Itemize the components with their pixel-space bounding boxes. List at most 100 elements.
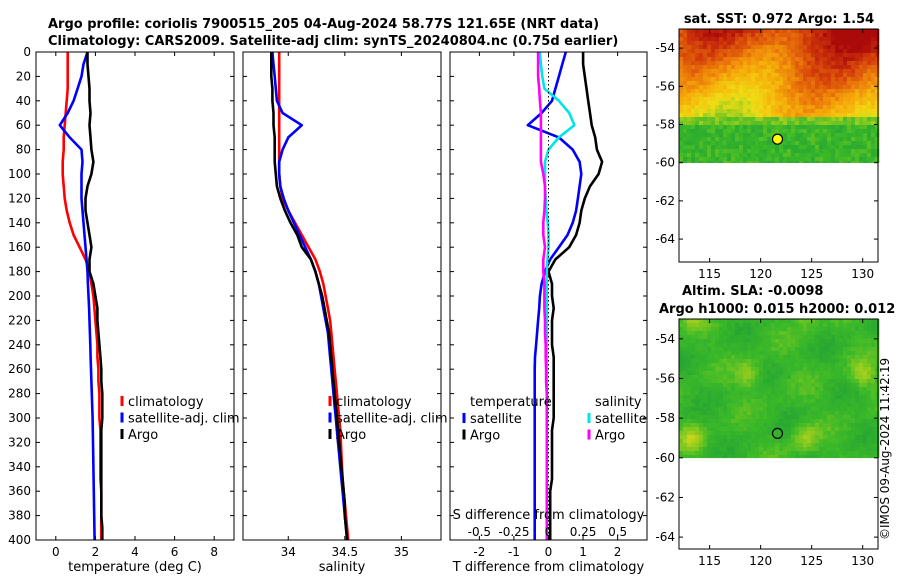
- map-cell: [719, 407, 724, 412]
- map-cell: [827, 427, 832, 432]
- map-cell: [691, 105, 696, 110]
- map-cell: [755, 93, 760, 98]
- map-cell: [811, 455, 816, 459]
- map-cell: [747, 323, 752, 328]
- map-cell: [687, 85, 692, 90]
- map-cell: [819, 395, 824, 400]
- map-cell: [823, 97, 828, 102]
- map-cell: [843, 407, 848, 412]
- map-cell: [699, 101, 704, 106]
- map-cell: [815, 157, 820, 162]
- map-cell: [871, 355, 876, 360]
- map-cell: [679, 435, 684, 440]
- map-cell: [771, 351, 776, 356]
- map-cell: [795, 455, 800, 459]
- map-cell: [823, 109, 828, 114]
- map-cell: [771, 435, 776, 440]
- map-cell: [847, 133, 852, 138]
- map-cell: [815, 423, 820, 428]
- map-cell: [863, 85, 868, 90]
- map-cell: [715, 145, 720, 150]
- map-cell: [791, 363, 796, 368]
- map-cell: [731, 149, 736, 154]
- map-cell: [715, 323, 720, 328]
- map-cell: [739, 65, 744, 70]
- map-cell: [855, 343, 860, 348]
- map-cell: [727, 423, 732, 428]
- map-cell: [727, 61, 732, 66]
- map-cell: [799, 85, 804, 90]
- map-cells: [679, 319, 880, 459]
- map-cell: [775, 419, 780, 424]
- map-cell: [783, 443, 788, 448]
- map-cell: [715, 435, 720, 440]
- map-cell: [775, 387, 780, 392]
- map-cell: [719, 53, 724, 58]
- map-cell: [755, 451, 760, 456]
- map-cell: [835, 129, 840, 134]
- map-cell: [739, 153, 744, 158]
- map-cell: [803, 407, 808, 412]
- map-cell: [855, 451, 860, 456]
- map-cell: [799, 411, 804, 416]
- map-cell: [755, 137, 760, 142]
- map-cell: [759, 455, 764, 459]
- map-cell: [751, 109, 756, 114]
- map-cell: [763, 137, 768, 142]
- map-cell: [791, 109, 796, 114]
- map-cell: [755, 367, 760, 372]
- map-cell: [711, 101, 716, 106]
- map-cell: [747, 137, 752, 142]
- map-cell: [791, 423, 796, 428]
- map-cell: [819, 57, 824, 62]
- map-cell: [843, 351, 848, 356]
- map-cell: [871, 117, 876, 122]
- map-cell: [723, 109, 728, 114]
- map-cell: [679, 125, 684, 130]
- map-cell: [707, 407, 712, 412]
- map-cell: [723, 399, 728, 404]
- map-cell: [779, 351, 784, 356]
- map-cell: [855, 73, 860, 78]
- map-cell: [683, 125, 688, 130]
- map-cell: [839, 419, 844, 424]
- map-cell: [687, 109, 692, 114]
- map-cell: [755, 105, 760, 110]
- map-cell: [863, 49, 868, 54]
- map-cell: [859, 419, 864, 424]
- map-cell: [711, 153, 716, 158]
- map-cell: [807, 113, 812, 118]
- map-cell: [703, 133, 708, 138]
- map-cell: [799, 387, 804, 392]
- map-cell: [707, 137, 712, 142]
- map-cell: [851, 65, 856, 70]
- map-cell: [827, 45, 832, 50]
- map-cell: [743, 331, 748, 336]
- map-cell: [719, 435, 724, 440]
- map-cell: [751, 81, 756, 86]
- map-cell: [871, 375, 876, 380]
- map-cell: [703, 137, 708, 142]
- x-tick-label: 130: [851, 267, 874, 281]
- map-cell: [803, 431, 808, 436]
- map-cell: [755, 327, 760, 332]
- map-cell: [791, 149, 796, 154]
- map-cell: [731, 419, 736, 424]
- map-cell: [827, 85, 832, 90]
- map-cell: [811, 121, 816, 126]
- map-cell: [743, 53, 748, 58]
- map-cell: [811, 395, 816, 400]
- map-cell: [851, 399, 856, 404]
- map-cell: [787, 149, 792, 154]
- map-cell: [811, 439, 816, 444]
- map-cell: [683, 105, 688, 110]
- map-cell: [847, 69, 852, 74]
- map-cell: [787, 109, 792, 114]
- map-cell: [755, 423, 760, 428]
- map-cell: [847, 371, 852, 376]
- map-cell: [831, 145, 836, 150]
- map-cell: [831, 93, 836, 98]
- map-cell: [723, 351, 728, 356]
- map-cell: [851, 145, 856, 150]
- map-cell: [767, 93, 772, 98]
